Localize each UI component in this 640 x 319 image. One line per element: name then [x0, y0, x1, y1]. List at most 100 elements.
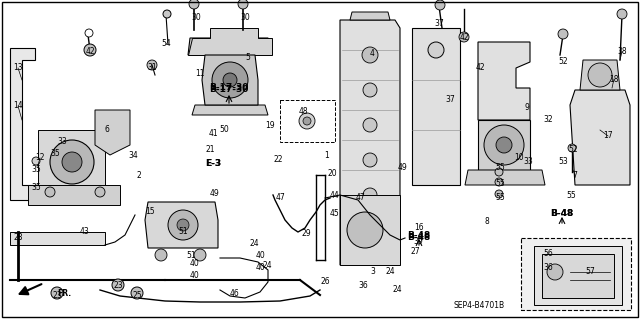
Text: 24: 24: [392, 286, 402, 294]
Polygon shape: [340, 195, 400, 265]
Polygon shape: [95, 110, 130, 155]
Text: 35: 35: [50, 149, 60, 158]
Text: 14: 14: [13, 101, 23, 110]
Text: 57: 57: [585, 268, 595, 277]
Text: 42: 42: [459, 33, 469, 42]
Text: 27: 27: [410, 247, 420, 256]
Polygon shape: [570, 90, 630, 185]
Bar: [521, 238, 631, 310]
Circle shape: [363, 223, 377, 237]
Circle shape: [547, 264, 563, 280]
Circle shape: [84, 44, 96, 56]
Polygon shape: [145, 202, 218, 248]
Text: 46: 46: [230, 288, 240, 298]
Text: 23: 23: [52, 292, 62, 300]
Text: 55: 55: [495, 164, 505, 173]
Circle shape: [112, 279, 124, 291]
Polygon shape: [188, 28, 272, 55]
Text: 26: 26: [320, 278, 330, 286]
Circle shape: [168, 210, 198, 240]
Text: 13: 13: [13, 63, 23, 72]
Bar: [280, 100, 335, 142]
Text: B-48: B-48: [550, 209, 573, 218]
Circle shape: [484, 125, 524, 165]
Circle shape: [496, 137, 512, 153]
Text: 50: 50: [219, 125, 229, 135]
Text: 7: 7: [573, 170, 577, 180]
Polygon shape: [350, 12, 390, 20]
Text: 54: 54: [161, 40, 171, 48]
Text: 24: 24: [262, 261, 272, 270]
Text: 2: 2: [136, 170, 141, 180]
Text: 33: 33: [523, 158, 533, 167]
Text: 39: 39: [413, 238, 423, 247]
Circle shape: [495, 190, 503, 198]
Circle shape: [177, 219, 189, 231]
Text: 9: 9: [525, 103, 529, 113]
Text: 37: 37: [434, 19, 444, 28]
Text: 24: 24: [385, 268, 395, 277]
Text: 42: 42: [475, 63, 485, 71]
Circle shape: [435, 0, 445, 10]
Text: 52: 52: [568, 145, 578, 153]
Circle shape: [51, 287, 63, 299]
Text: 45: 45: [330, 209, 340, 218]
Text: 55: 55: [495, 194, 505, 203]
Text: 40: 40: [189, 271, 199, 279]
Polygon shape: [534, 246, 622, 305]
Circle shape: [363, 153, 377, 167]
Text: E-3: E-3: [205, 159, 221, 167]
Polygon shape: [192, 105, 268, 115]
Text: 36: 36: [543, 263, 553, 271]
Polygon shape: [188, 38, 272, 55]
Text: 24: 24: [249, 240, 259, 249]
Text: 18: 18: [609, 75, 619, 84]
Text: 48: 48: [298, 108, 308, 116]
Text: B-48: B-48: [408, 233, 431, 241]
Circle shape: [558, 29, 568, 39]
Text: E-3: E-3: [205, 159, 221, 167]
Circle shape: [299, 113, 315, 129]
Circle shape: [163, 10, 171, 18]
Text: B-17-30: B-17-30: [209, 84, 249, 93]
Polygon shape: [28, 185, 120, 205]
Circle shape: [347, 212, 383, 248]
Polygon shape: [202, 55, 258, 105]
Circle shape: [147, 60, 157, 70]
Polygon shape: [542, 254, 614, 298]
Text: 55: 55: [566, 191, 576, 201]
Circle shape: [238, 0, 248, 9]
Circle shape: [495, 178, 503, 186]
Text: 35: 35: [31, 182, 41, 191]
Text: 44: 44: [330, 191, 340, 201]
Text: 36: 36: [358, 280, 368, 290]
Text: 52: 52: [558, 57, 568, 66]
Text: 12: 12: [35, 153, 45, 162]
Text: 10: 10: [514, 153, 524, 162]
Text: 30: 30: [191, 12, 201, 21]
Text: 51: 51: [186, 250, 196, 259]
Circle shape: [459, 32, 469, 42]
Circle shape: [303, 117, 311, 125]
Circle shape: [85, 29, 93, 37]
Text: 31: 31: [147, 63, 157, 72]
Text: 6: 6: [104, 125, 109, 135]
Text: FR.: FR.: [57, 288, 71, 298]
Text: 5: 5: [246, 54, 250, 63]
Text: 43: 43: [80, 227, 90, 236]
Polygon shape: [340, 20, 400, 265]
Text: 32: 32: [543, 115, 553, 123]
Circle shape: [223, 73, 237, 87]
Text: 56: 56: [543, 249, 553, 258]
Text: 34: 34: [128, 151, 138, 160]
Text: 55: 55: [495, 179, 505, 188]
Text: 35: 35: [31, 166, 41, 174]
Polygon shape: [478, 120, 530, 170]
Polygon shape: [412, 28, 460, 185]
Text: 40: 40: [256, 250, 266, 259]
Text: 40: 40: [256, 263, 266, 272]
Polygon shape: [10, 48, 35, 200]
Text: 49: 49: [398, 164, 408, 173]
Circle shape: [155, 249, 167, 261]
Text: 11: 11: [195, 70, 205, 78]
